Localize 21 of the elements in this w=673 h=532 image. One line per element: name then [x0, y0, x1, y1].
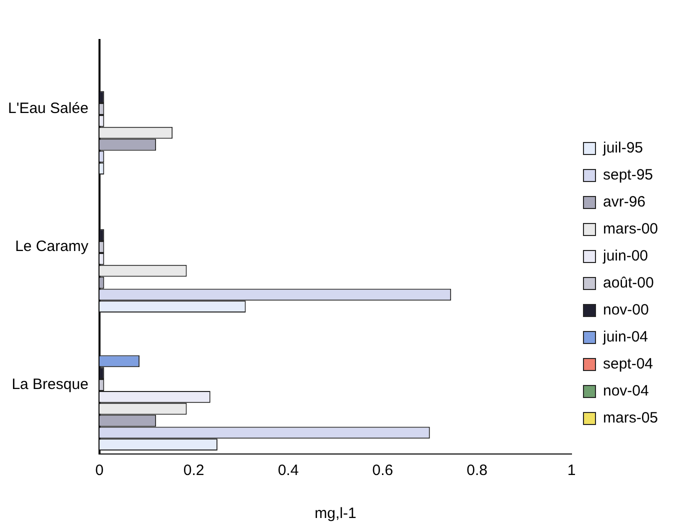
y-tick-label: L'Eau Salée: [8, 100, 88, 118]
legend-label: nov-00: [602, 302, 649, 319]
legend-label: juil-95: [602, 140, 644, 157]
legend-label: mars-00: [602, 220, 658, 238]
x-tick-label: 0.4: [278, 462, 299, 480]
legend-label: sept-04: [602, 356, 654, 373]
legend-label: nov-04: [602, 382, 649, 400]
legend-label: mars-05: [602, 410, 658, 427]
legend-label: sept-95: [602, 166, 654, 184]
x-tick-label: 0: [95, 462, 104, 480]
x-tick-label: 1: [567, 462, 576, 480]
x-axis-title: mg,l-1: [314, 505, 356, 522]
legend-label: avr-96: [602, 194, 646, 211]
x-tick-label: 0.6: [372, 462, 394, 480]
legend-label: juin-00: [602, 248, 648, 265]
legend-label: juin-04: [602, 328, 648, 346]
x-tick-label: 0.8: [466, 462, 488, 480]
legend-label: août-00: [602, 274, 654, 292]
y-tick-label: Le Caramy: [15, 238, 89, 256]
y-tick-label: La Bresque: [12, 376, 88, 394]
x-tick-label: 0.2: [183, 462, 204, 480]
